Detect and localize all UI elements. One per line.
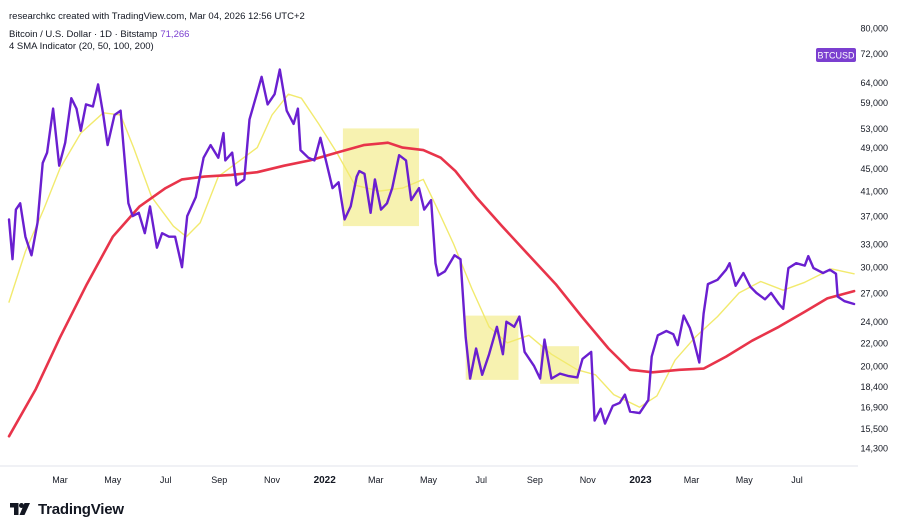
time-tick-label: 2023	[629, 475, 652, 486]
tradingview-logo-text: TradingView	[38, 500, 124, 518]
attribution-text: researchkc created with TradingView.com,…	[9, 11, 305, 22]
price-tick-label: 80,000	[860, 24, 888, 34]
time-tick-label: Nov	[264, 475, 281, 485]
price-tick-label: 27,000	[860, 288, 888, 298]
price-tick-label: 14,300	[860, 444, 888, 454]
time-tick-label: Sep	[211, 475, 227, 485]
time-tick-label: Jul	[160, 475, 172, 485]
price-tick-label: 64,000	[860, 78, 888, 88]
price-line	[7, 68, 856, 425]
time-tick-label: Jul	[476, 475, 488, 485]
price-tick-label: 49,000	[860, 143, 888, 153]
time-tick-label: Mar	[52, 475, 68, 485]
price-tick-label: 37,000	[860, 212, 888, 222]
price-axis[interactable]: 80,000 72,000 64,000 59,000 53,000 49,000 45,0…	[860, 24, 888, 454]
price-tick-label: 45,000	[860, 164, 888, 174]
symbol-badge-bg	[816, 48, 856, 62]
time-tick-label: May	[420, 475, 438, 485]
time-axis[interactable]: Mar May Jul Sep Nov 2022 Mar May Jul Sep Nov 2023 Ma…	[52, 475, 803, 486]
price-tick-label: 24,000	[860, 317, 888, 327]
indicator-legend[interactable]: 4 SMA Indicator (20, 50, 100, 200)	[9, 41, 154, 52]
time-tick-label: Mar	[684, 475, 700, 485]
series-lines	[7, 68, 856, 438]
price-tick-label: 72,000	[860, 49, 888, 59]
time-tick-label: 2022	[314, 475, 337, 486]
price-tick-label: 59,000	[860, 98, 888, 108]
sma-slow-line	[7, 141, 856, 438]
tradingview-logo[interactable]: TradingView	[10, 500, 124, 518]
price-tick-label: 33,000	[860, 240, 888, 250]
sma-fast-line	[8, 93, 855, 408]
tradingview-logo-icon	[10, 503, 30, 515]
time-tick-label: Sep	[527, 475, 543, 485]
price-tick-label: 15,500	[860, 424, 888, 434]
time-tick-label: Jul	[791, 475, 803, 485]
symbol-badge-label: BTCUSD	[817, 51, 855, 61]
symbol-badge[interactable]: BTCUSD	[816, 48, 856, 62]
price-tick-label: 18,400	[860, 382, 888, 392]
time-tick-label: Mar	[368, 475, 384, 485]
last-price: 71,266	[160, 29, 190, 40]
price-tick-label: 20,000	[860, 362, 888, 372]
time-tick-label: Nov	[580, 475, 597, 485]
price-tick-label: 30,000	[860, 263, 888, 273]
price-tick-label: 16,900	[860, 403, 888, 413]
price-tick-label: 22,000	[860, 338, 888, 348]
time-tick-label: May	[736, 475, 754, 485]
symbol-legend-label: Bitcoin / U.S. Dollar · 1D · Bitstamp	[9, 29, 158, 40]
symbol-legend[interactable]: Bitcoin / U.S. Dollar · 1D · Bitstamp 71,…	[9, 29, 189, 41]
price-tick-label: 53,000	[860, 124, 888, 134]
price-tick-label: 41,000	[860, 187, 888, 197]
time-tick-label: May	[104, 475, 122, 485]
